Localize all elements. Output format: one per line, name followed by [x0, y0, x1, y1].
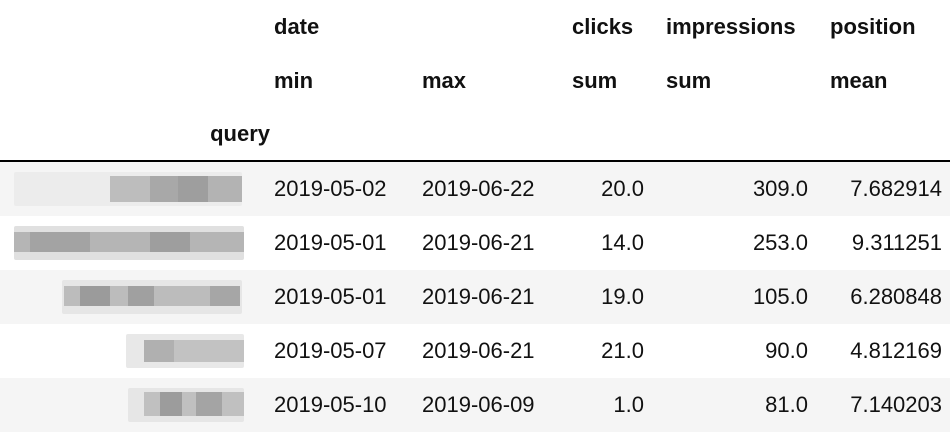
date-min-cell: 2019-05-02 — [272, 160, 422, 216]
header-position: position — [830, 14, 916, 39]
clicks-sum-cell: 20.0 — [572, 160, 666, 216]
query-cell-obscured — [0, 216, 272, 270]
clicks-sum-cell: 1.0 — [572, 378, 666, 432]
pixelated-query — [0, 324, 250, 378]
position-mean-cell: 7.682914 — [830, 160, 950, 216]
header-blank — [422, 108, 572, 161]
impressions-sum-cell: 253.0 — [752, 230, 808, 255]
date-min-cell: 2019-05-01 — [274, 230, 387, 255]
header-clicks: clicks — [572, 14, 634, 39]
date-max-cell: 2019-06-21 — [422, 338, 535, 363]
header-date-min: min — [274, 68, 314, 93]
table-body: 2019-05-02 2019-06-22 20.0 309.0 7.68291… — [0, 160, 950, 432]
clicks-sum-cell: 14.0 — [601, 230, 644, 255]
query-cell-obscured — [0, 378, 272, 432]
table-row: 2019-05-07 2019-06-21 21.0 90.0 4.812169 — [0, 324, 950, 378]
position-mean-cell: 4.812169 — [850, 338, 942, 363]
clicks-sum-cell: 21.0 — [601, 338, 644, 363]
position-mean-cell: 7.140203 — [830, 378, 950, 432]
date-min-cell: 2019-05-01 — [272, 270, 422, 324]
date-max-cell: 2019-06-21 — [422, 230, 535, 255]
header-position-mean: mean — [830, 68, 888, 93]
pixelated-query — [0, 378, 250, 432]
table-row: 2019-05-01 2019-06-21 19.0 105.0 6.28084… — [0, 270, 950, 324]
impressions-sum-cell: 309.0 — [666, 160, 830, 216]
query-cell-obscured — [0, 160, 272, 216]
query-cell-obscured — [0, 270, 272, 324]
clicks-sum-cell: 19.0 — [572, 270, 666, 324]
header-row-level-1: date clicks impressions position — [0, 0, 950, 54]
pixelated-query — [0, 270, 250, 324]
impressions-sum-cell: 90.0 — [765, 338, 808, 363]
position-mean-cell: 9.311251 — [851, 230, 942, 255]
header-impressions: impressions — [666, 14, 796, 39]
date-max-cell: 2019-06-21 — [422, 270, 572, 324]
header-row-level-2: min max sum sum mean — [0, 54, 950, 108]
query-cell-obscured — [0, 324, 272, 378]
date-max-cell: 2019-06-09 — [422, 378, 572, 432]
header-blank — [666, 108, 830, 161]
header-blank — [0, 54, 272, 108]
table-row: 2019-05-01 2019-06-21 14.0 253.0 9.31125… — [0, 216, 950, 270]
header-impressions-sum: sum — [666, 68, 712, 93]
header-blank — [422, 0, 572, 54]
table-header: date clicks impressions position min max… — [0, 0, 950, 161]
pixelated-query — [0, 162, 250, 216]
header-date-max: max — [422, 68, 467, 93]
pixelated-query — [0, 216, 250, 270]
header-blank — [272, 108, 422, 161]
table-row: 2019-05-10 2019-06-09 1.0 81.0 7.140203 — [0, 378, 950, 432]
position-mean-cell: 6.280848 — [830, 270, 950, 324]
header-index-row: query — [0, 108, 950, 161]
header-clicks-sum: sum — [572, 68, 618, 93]
header-blank — [572, 108, 666, 161]
date-min-cell: 2019-05-07 — [274, 338, 387, 363]
index-name-query: query — [210, 121, 270, 146]
date-max-cell: 2019-06-22 — [422, 160, 572, 216]
header-date: date — [274, 14, 320, 39]
header-blank — [830, 108, 950, 161]
impressions-sum-cell: 105.0 — [666, 270, 830, 324]
date-min-cell: 2019-05-10 — [272, 378, 422, 432]
table-row: 2019-05-02 2019-06-22 20.0 309.0 7.68291… — [0, 160, 950, 216]
header-blank — [0, 0, 272, 54]
impressions-sum-cell: 81.0 — [666, 378, 830, 432]
